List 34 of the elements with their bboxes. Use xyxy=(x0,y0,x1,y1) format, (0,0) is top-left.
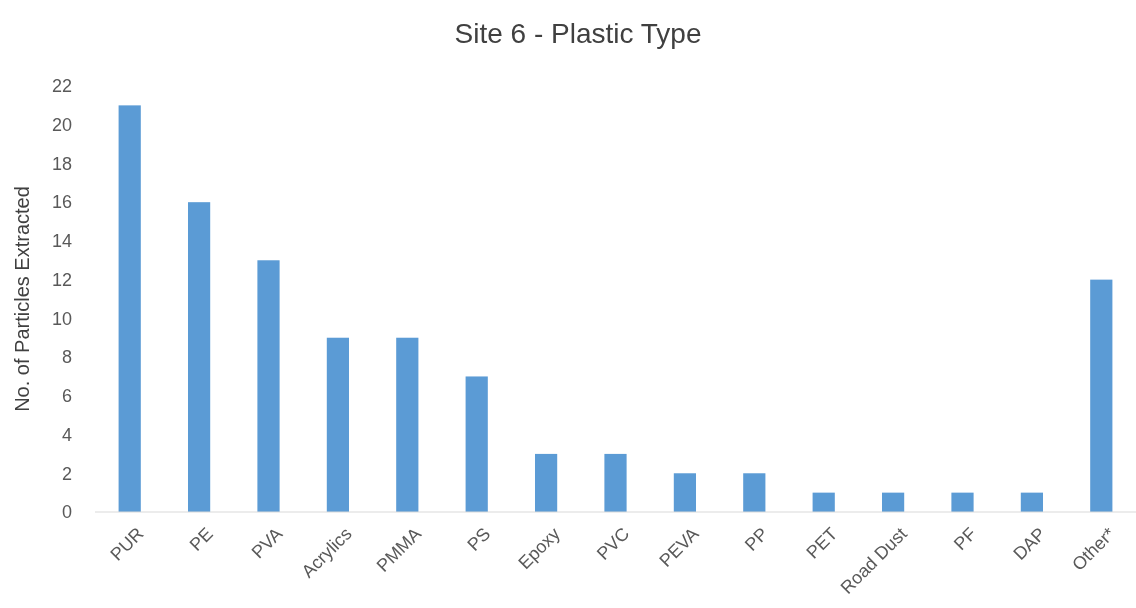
y-tick-label: 14 xyxy=(51,231,72,252)
bar xyxy=(673,473,696,512)
y-tick-label: 22 xyxy=(51,76,72,97)
chart-title: Site 6 - Plastic Type xyxy=(454,18,702,49)
y-tick-label: 0 xyxy=(61,502,72,523)
y-tick-label: 10 xyxy=(51,308,72,329)
y-tick-label: 2 xyxy=(61,463,72,484)
bar xyxy=(535,453,558,512)
y-tick-label: 20 xyxy=(51,115,72,136)
bar xyxy=(604,453,627,512)
bar xyxy=(188,202,211,512)
y-tick-label: 12 xyxy=(51,269,72,290)
x-tick-label: PS xyxy=(463,523,495,555)
bar xyxy=(882,492,905,512)
bar xyxy=(118,105,141,512)
bar xyxy=(1090,279,1113,512)
bar xyxy=(951,492,974,512)
y-tick-label: 4 xyxy=(61,424,72,445)
bar xyxy=(465,376,488,512)
bar xyxy=(1020,492,1044,512)
y-tick-label: 18 xyxy=(51,153,72,174)
y-tick-label: 6 xyxy=(61,386,72,407)
x-tick-label: PVA xyxy=(247,523,287,563)
y-tick-label: 8 xyxy=(61,347,72,368)
y-tick-label: 16 xyxy=(51,192,72,213)
x-tick-label: PF xyxy=(949,523,981,555)
x-tick-label: PP xyxy=(740,523,773,555)
bar xyxy=(812,492,835,512)
y-axis-title: No. of Particles Extracted xyxy=(11,186,33,412)
bar xyxy=(326,337,349,512)
bar xyxy=(396,337,419,512)
x-tick-label: PE xyxy=(185,523,217,555)
bar xyxy=(743,473,766,512)
bar xyxy=(257,260,280,512)
